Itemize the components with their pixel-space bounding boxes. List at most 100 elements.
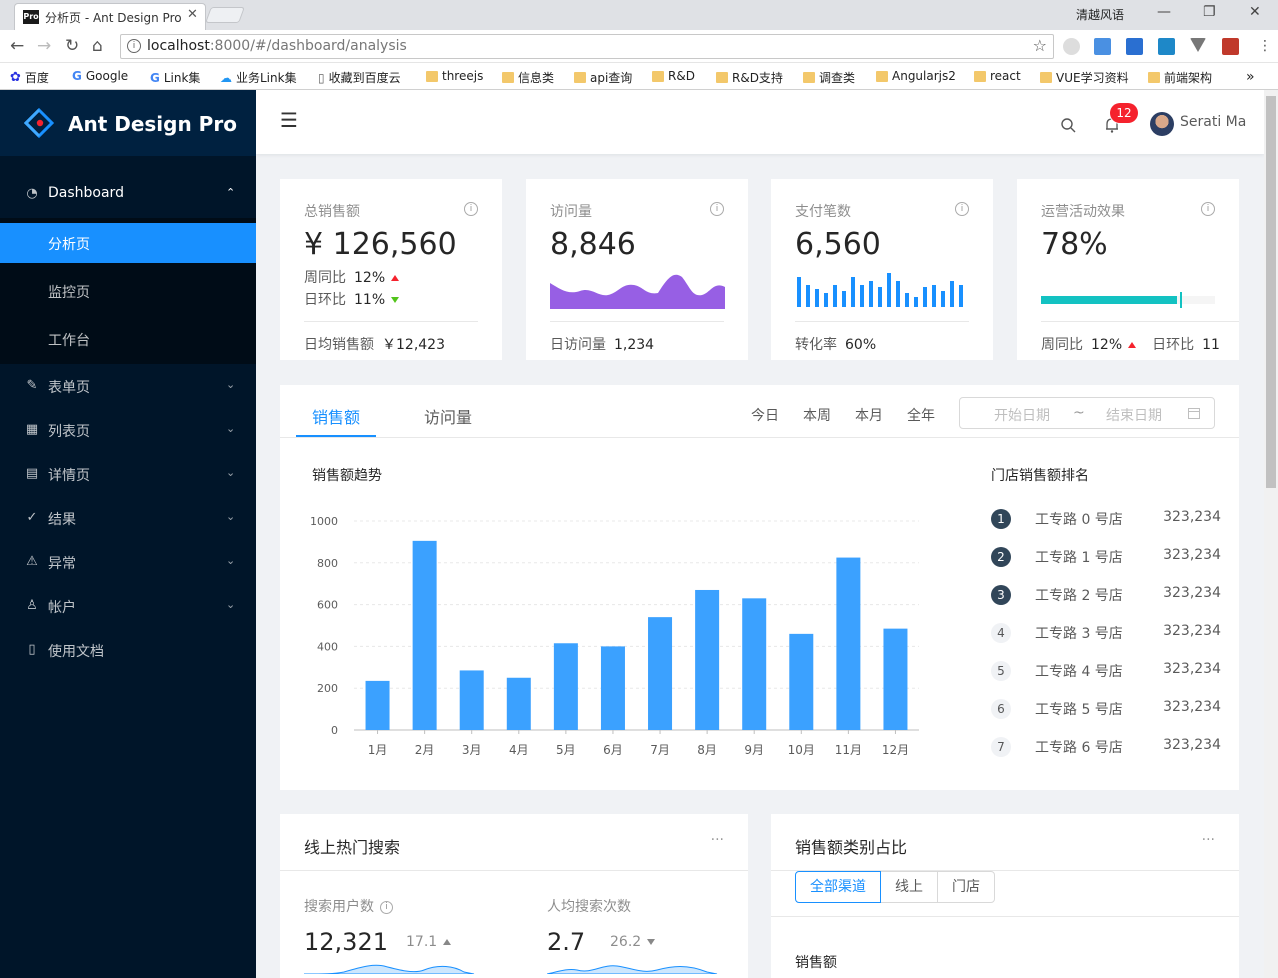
tab-visits[interactable]: 访问量 xyxy=(424,408,473,427)
minimize-button[interactable]: — xyxy=(1157,4,1171,20)
bookmark-folder[interactable]: R&D支持 xyxy=(716,69,783,86)
metric-title: 总销售额 xyxy=(304,204,360,220)
bookmark-item[interactable]: ☁ 业务Link集 xyxy=(220,70,297,86)
card-title: 线上热门搜索 xyxy=(304,838,401,857)
metric-title: 访问量 xyxy=(550,204,592,220)
start-date-input[interactable]: 开始日期 xyxy=(994,408,1050,424)
bookmark-folder[interactable]: 调查类 xyxy=(803,69,855,86)
restore-button[interactable]: ❐ xyxy=(1203,4,1216,20)
avatar[interactable] xyxy=(1150,112,1174,136)
range-week[interactable]: 本周 xyxy=(803,408,831,424)
tab-close-icon[interactable]: ✕ xyxy=(187,7,198,22)
info-icon[interactable]: i xyxy=(1201,202,1215,216)
progress-fill xyxy=(1041,296,1177,304)
store-sales: 323,234 xyxy=(1163,585,1221,601)
bookmark-folder[interactable]: 信息类 xyxy=(502,69,554,86)
range-year[interactable]: 全年 xyxy=(907,408,935,424)
more-bookmarks-button[interactable]: » xyxy=(1246,69,1255,85)
segment-all[interactable]: 全部渠道 xyxy=(795,871,881,903)
bookmark-item[interactable]: ▯ 收藏到百度云 xyxy=(318,70,401,86)
x-tick-label: 8月 xyxy=(697,743,717,757)
segment-store[interactable]: 门店 xyxy=(937,871,995,903)
submenu-monitor[interactable]: 监控页 xyxy=(0,271,256,311)
bar xyxy=(365,680,390,730)
search-icon[interactable] xyxy=(1060,117,1076,133)
menu-form[interactable]: ✎ 表单页 ⌄ xyxy=(0,366,256,406)
bookmark-item[interactable]: G Google xyxy=(72,69,129,83)
grid-extension-icon[interactable] xyxy=(1126,38,1143,55)
range-month[interactable]: 本月 xyxy=(855,408,883,424)
menu-list[interactable]: ▦ 列表页 ⌄ xyxy=(0,410,256,450)
bookmark-folder[interactable]: threejs xyxy=(426,69,483,83)
folder-icon xyxy=(1148,72,1160,83)
browser-tab[interactable]: Pro 分析页 - Ant Design Pro ✕ xyxy=(14,3,206,30)
vue-extension-icon[interactable] xyxy=(1190,38,1206,52)
home-icon[interactable]: ⌂ xyxy=(92,36,103,56)
bar xyxy=(600,646,625,730)
bookmark-folder[interactable]: R&D xyxy=(652,69,695,83)
end-date-input[interactable]: 结束日期 xyxy=(1106,408,1162,424)
menu-dashboard[interactable]: ◔ Dashboard ⌃ xyxy=(0,174,256,214)
bookmark-folder[interactable]: VUE学习资料 xyxy=(1040,69,1129,86)
submenu-analysis[interactable]: 分析页 xyxy=(0,223,256,263)
window-close-button[interactable]: ✕ xyxy=(1249,4,1261,20)
new-tab-button[interactable] xyxy=(205,7,245,23)
menu-account[interactable]: ♙ 帐户 ⌄ xyxy=(0,586,256,626)
bookmark-item[interactable]: ✿ 百度 xyxy=(10,70,49,85)
folder-icon xyxy=(803,72,815,83)
back-icon[interactable]: ← xyxy=(10,36,25,56)
x-tick-label: 3月 xyxy=(462,743,482,757)
date-range-picker[interactable]: 开始日期 ~ 结束日期 xyxy=(959,397,1215,429)
bookmark-folder[interactable]: api查询 xyxy=(574,69,632,86)
chrome-menu-icon[interactable]: ⋮ xyxy=(1258,38,1272,54)
bookmark-folder[interactable]: 前端架构 xyxy=(1148,69,1212,86)
bookmark-folder[interactable]: Angularjs2 xyxy=(876,69,956,83)
tab-sales[interactable]: 销售额 xyxy=(312,408,361,427)
scrollbar-thumb[interactable] xyxy=(1266,96,1276,488)
site-info-icon[interactable]: i xyxy=(127,39,141,53)
translate-extension-icon[interactable] xyxy=(1094,38,1111,55)
address-bar[interactable]: i localhost:8000/#/dashboard/analysis ☆ xyxy=(120,34,1054,59)
segment-online[interactable]: 线上 xyxy=(880,871,938,903)
more-icon[interactable]: ··· xyxy=(710,832,724,848)
progress-track xyxy=(1041,292,1215,308)
rank-number: 3 xyxy=(991,585,1011,605)
hot-search-card: 线上热门搜索 ··· 搜索用户数 i 12,321 17.1 人均搜索次数 2.7… xyxy=(280,814,748,978)
y-tick-label: 200 xyxy=(317,682,338,695)
user-name[interactable]: Serati Ma xyxy=(1180,114,1247,130)
reload-icon[interactable]: ↻ xyxy=(65,36,80,56)
x-tick-label: 12月 xyxy=(882,743,909,757)
ranking-item: 5 工专路 4 号店 323,234 xyxy=(991,661,1221,699)
extension-icon[interactable] xyxy=(1063,38,1080,55)
range-today[interactable]: 今日 xyxy=(751,408,779,424)
users-label: 搜索用户数 i xyxy=(304,896,393,916)
bar xyxy=(836,557,861,730)
warning-icon: ⚠ xyxy=(26,554,38,569)
more-icon[interactable]: ··· xyxy=(1201,832,1215,848)
store-sales: 323,234 xyxy=(1163,509,1221,525)
menu-fold-icon[interactable]: ☰ xyxy=(280,108,298,132)
submenu-workplace[interactable]: 工作台 xyxy=(0,319,256,359)
menu-label: 表单页 xyxy=(48,380,90,396)
menu-profile[interactable]: ▤ 详情页 ⌄ xyxy=(0,454,256,494)
bookmark-folder[interactable]: react xyxy=(974,69,1021,83)
s-extension-icon[interactable] xyxy=(1158,38,1175,55)
info-icon[interactable]: i xyxy=(464,202,478,216)
page-scrollbar[interactable] xyxy=(1264,90,1278,978)
browser-tab-strip: Pro 分析页 - Ant Design Pro ✕ 清越风语 — ❐ ✕ xyxy=(0,0,1278,30)
info-icon[interactable]: i xyxy=(955,202,969,216)
info-icon[interactable]: i xyxy=(710,202,724,216)
store-name: 工专路 3 号店 xyxy=(1035,626,1123,642)
chevron-down-icon: ⌄ xyxy=(226,554,236,567)
store-sales: 323,234 xyxy=(1163,699,1221,715)
forward-icon[interactable]: → xyxy=(37,36,52,56)
info-icon[interactable]: i xyxy=(380,900,393,914)
logo-area[interactable]: Ant Design Pro xyxy=(0,90,256,156)
menu-exception[interactable]: ⚠ 异常 ⌄ xyxy=(0,542,256,582)
bookmark-star-icon[interactable]: ☆ xyxy=(1032,36,1047,55)
menu-result[interactable]: ✓ 结果 ⌄ xyxy=(0,498,256,538)
bookmark-item[interactable]: G Link集 xyxy=(150,70,201,86)
red-extension-icon[interactable] xyxy=(1222,38,1239,55)
menu-docs[interactable]: ▯ 使用文档 xyxy=(0,630,256,670)
rank-number: 4 xyxy=(991,623,1011,643)
